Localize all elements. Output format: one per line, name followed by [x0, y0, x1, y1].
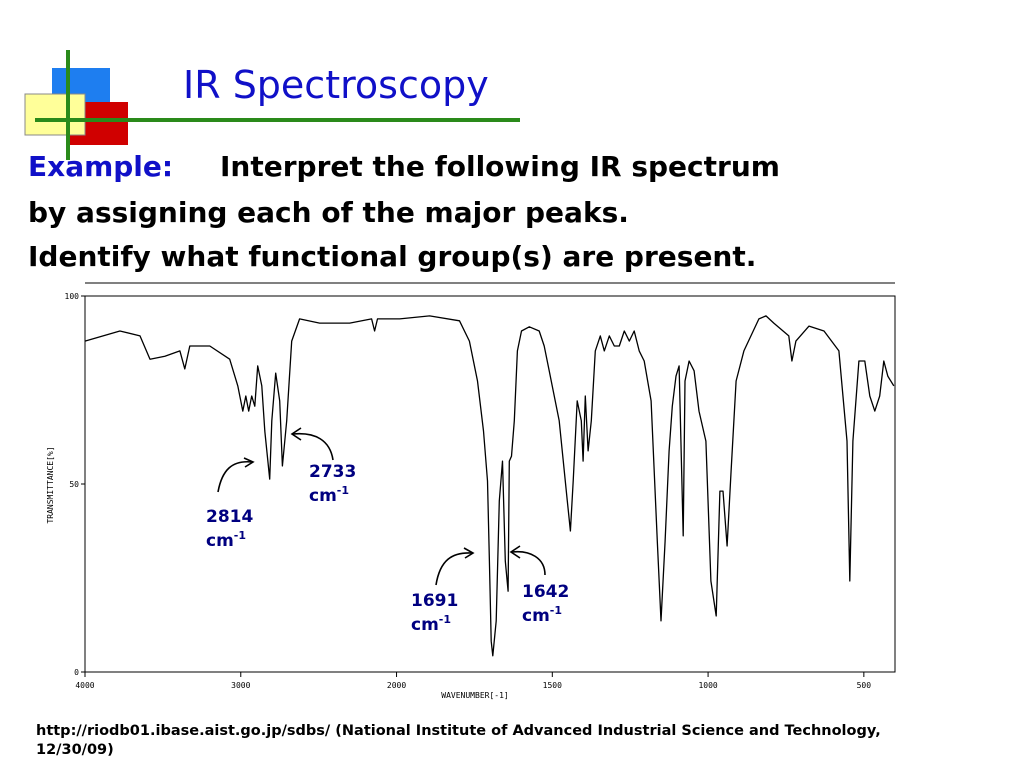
example-label: Example:	[28, 150, 173, 183]
x-tick-label: 4000	[75, 681, 94, 690]
y-axis-label: TRANSMITTANCE[%]	[46, 446, 55, 523]
body-line: by assigning each of the major peaks.	[28, 196, 629, 229]
annotation-exponent: -1	[439, 613, 451, 626]
annotation-value: 1691	[411, 591, 458, 611]
x-tick-label: 1000	[698, 681, 717, 690]
annotation-unit-text: cm	[309, 486, 337, 506]
y-tick-label: 100	[65, 292, 80, 301]
x-tick-label: 2000	[387, 681, 406, 690]
annotation-unit: cm-1	[309, 484, 349, 506]
annotation-value: 1642	[522, 582, 569, 602]
annotation-unit: cm-1	[206, 529, 246, 551]
body-line: Interpret the following IR spectrum	[220, 150, 780, 183]
x-axis-label: WAVENUMBER[-1]	[441, 691, 508, 700]
annotation-unit: cm-1	[411, 613, 451, 635]
annotation-value: 2733	[309, 462, 356, 482]
x-tick-label: 3000	[231, 681, 250, 690]
annotation-exponent: -1	[234, 529, 246, 542]
y-tick-label: 0	[74, 668, 79, 677]
annotation-exponent: -1	[550, 604, 562, 617]
x-tick-label: 1500	[543, 681, 562, 690]
x-tick-label: 500	[857, 681, 872, 690]
deco-yellow	[24, 93, 86, 136]
annotation-unit-text: cm	[206, 531, 234, 551]
body-line: Identify what functional group(s) are pr…	[28, 240, 756, 273]
arrows	[217, 427, 546, 586]
footer-source: http://riodb01.ibase.aist.go.jp/sdbs/ (N…	[36, 723, 881, 758]
annotation-exponent: -1	[337, 484, 349, 497]
annotation-value: 2814	[206, 507, 253, 527]
spectrum-line	[84, 315, 895, 657]
annotation-unit-text: cm	[411, 615, 439, 635]
annotation-unit: cm-1	[522, 604, 562, 626]
annotation-unit-text: cm	[522, 606, 550, 626]
slide-title: IR Spectroscopy	[183, 63, 489, 107]
y-tick-label: 50	[69, 480, 79, 489]
